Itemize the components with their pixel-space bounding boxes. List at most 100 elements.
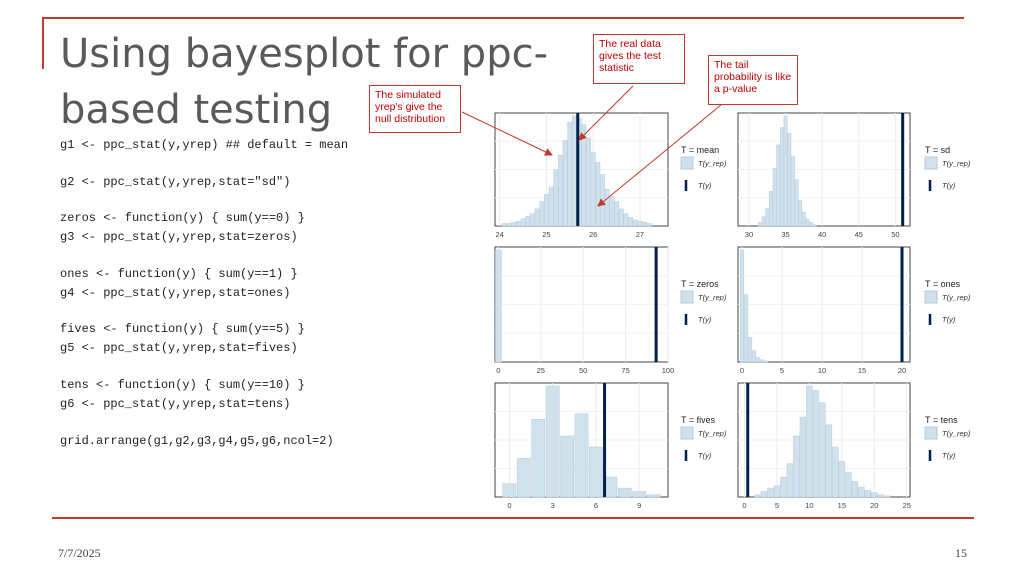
x-tick-label: 20 <box>898 366 906 375</box>
code-line: g6 <- ppc_stat(y,yrep,stat=tens) <box>60 397 291 411</box>
hist-bar <box>502 483 517 498</box>
x-tick-label: 6 <box>594 501 598 510</box>
ppc-panel-mean: 24 25 26 27 T = mean T(y_rep) T(y) <box>494 112 727 239</box>
hist-bar <box>799 416 807 498</box>
hist-bar <box>581 124 587 227</box>
hist-bar <box>812 224 817 227</box>
x-tick-label: 5 <box>780 366 784 375</box>
x-tick-label: 26 <box>589 230 597 239</box>
code-line: grid.arrange(g1,g2,g3,g4,g5,g6,ncol=2) <box>60 434 334 448</box>
code-line: fives <- function(y) { sum(y==5) } <box>60 322 305 336</box>
hist-bar <box>530 213 535 227</box>
hist-bar <box>743 294 749 363</box>
x-tick-label: 30 <box>745 230 753 239</box>
legend-rep-swatch <box>680 156 694 170</box>
hist-bar <box>617 487 632 498</box>
hist-bar <box>773 485 781 498</box>
hist-bar <box>595 162 601 227</box>
x-tick-label: 24 <box>496 230 504 239</box>
ppc-panel-fives: 0 3 6 9 T = fives T(y_rep) T(y) <box>494 382 727 510</box>
hist-bar <box>780 476 787 498</box>
hist-bar <box>632 491 647 498</box>
hist-bar <box>516 457 531 498</box>
page-number: 15 <box>955 546 967 560</box>
x-tick-label: 15 <box>858 366 866 375</box>
ppc-panel-zeros: 0 25 50 75 100 T = zeros T(y_rep) T(y) <box>494 246 727 375</box>
ppc-panel-tens: 0 5 10 15 20 25 T = tens T(y_rep) T(y) <box>737 382 971 510</box>
hist-bar <box>825 424 833 498</box>
x-tick-label: 35 <box>781 230 789 239</box>
code-line: zeros <- function(y) { sum(y==0) } <box>60 211 305 225</box>
top-rule <box>42 17 964 19</box>
hist-bar <box>763 360 769 363</box>
hist-bar <box>786 463 794 498</box>
legend-rep-swatch <box>924 156 938 170</box>
x-tick-label: 10 <box>805 501 813 510</box>
hist-bar <box>574 413 589 498</box>
legend-obs-label: T(y) <box>698 181 712 190</box>
legend-obs-label: T(y) <box>942 451 956 460</box>
hist-bar <box>769 191 773 227</box>
hist-bar <box>572 115 577 227</box>
hist-bar <box>864 490 872 498</box>
hist-bar <box>632 219 638 227</box>
x-tick-label: 5 <box>775 501 779 510</box>
hist-bar <box>646 494 661 498</box>
hist-bar <box>812 390 820 498</box>
x-tick-label: 0 <box>496 366 500 375</box>
legend-obs-label: T(y) <box>698 315 712 324</box>
hist-bar <box>793 435 800 498</box>
hist-bar <box>871 492 878 498</box>
hist-bar <box>511 222 517 227</box>
hist-bar <box>515 220 521 227</box>
x-tick-label: 50 <box>579 366 587 375</box>
x-tick-label: 50 <box>891 230 899 239</box>
hist-bar <box>805 218 810 227</box>
code-line: ones <- function(y) { sum(y==1) } <box>60 267 298 281</box>
hist-bar <box>544 193 549 227</box>
legend-rep-swatch <box>924 290 938 304</box>
hist-bar <box>819 402 826 498</box>
hist-bar <box>501 223 507 227</box>
x-tick-label: 45 <box>855 230 863 239</box>
legend-title: T = ones <box>925 279 961 289</box>
x-tick-label: 3 <box>551 501 555 510</box>
x-tick-label: 25 <box>542 230 550 239</box>
legend-rep-label: T(y_rep) <box>698 429 727 438</box>
hist-bar <box>506 223 512 227</box>
hist-bar <box>838 461 846 498</box>
hist-bar <box>845 472 852 498</box>
footer-date: 7/7/2025 <box>58 546 101 560</box>
hist-bar <box>534 208 540 227</box>
hist-bar <box>600 174 605 227</box>
legend-title: T = tens <box>925 415 958 425</box>
hist-bar <box>531 419 546 498</box>
arrow-simulated <box>461 111 553 156</box>
slide-title: Using bayesplot for ppc-based testing <box>60 31 549 133</box>
code-line: tens <- function(y) { sum(y==10) } <box>60 378 305 392</box>
arrow-real-data <box>578 85 634 141</box>
ppc-panel-ones: 0 5 10 15 20 T = ones T(y_rep) T(y) <box>737 246 971 375</box>
x-tick-label: 10 <box>818 366 826 375</box>
hist-bar <box>759 359 765 363</box>
hist-bar <box>628 217 633 227</box>
legend-title: T = zeros <box>681 279 719 289</box>
legend-rep-label: T(y_rep) <box>698 159 727 168</box>
hist-bar <box>776 144 781 227</box>
hist-bar <box>755 357 761 363</box>
hist-bar <box>772 167 777 227</box>
x-tick-label: 27 <box>636 230 644 239</box>
hist-bar <box>586 137 591 227</box>
hist-bar <box>637 220 643 227</box>
hist-bar <box>739 249 745 363</box>
hist-bar <box>790 156 795 227</box>
legend-obs-label: T(y) <box>698 451 712 460</box>
arrow-tail <box>597 99 728 207</box>
callout-tail-probability: The tail probability is like a p-value <box>708 55 798 105</box>
hist-bar <box>832 446 839 498</box>
callout-simulated: The simulated yrep's give the null distr… <box>369 85 461 133</box>
hist-bar <box>884 495 891 498</box>
code-line: g3 <- ppc_stat(y,yrep,stat=zeros) <box>60 230 298 244</box>
hist-bar <box>877 494 885 498</box>
